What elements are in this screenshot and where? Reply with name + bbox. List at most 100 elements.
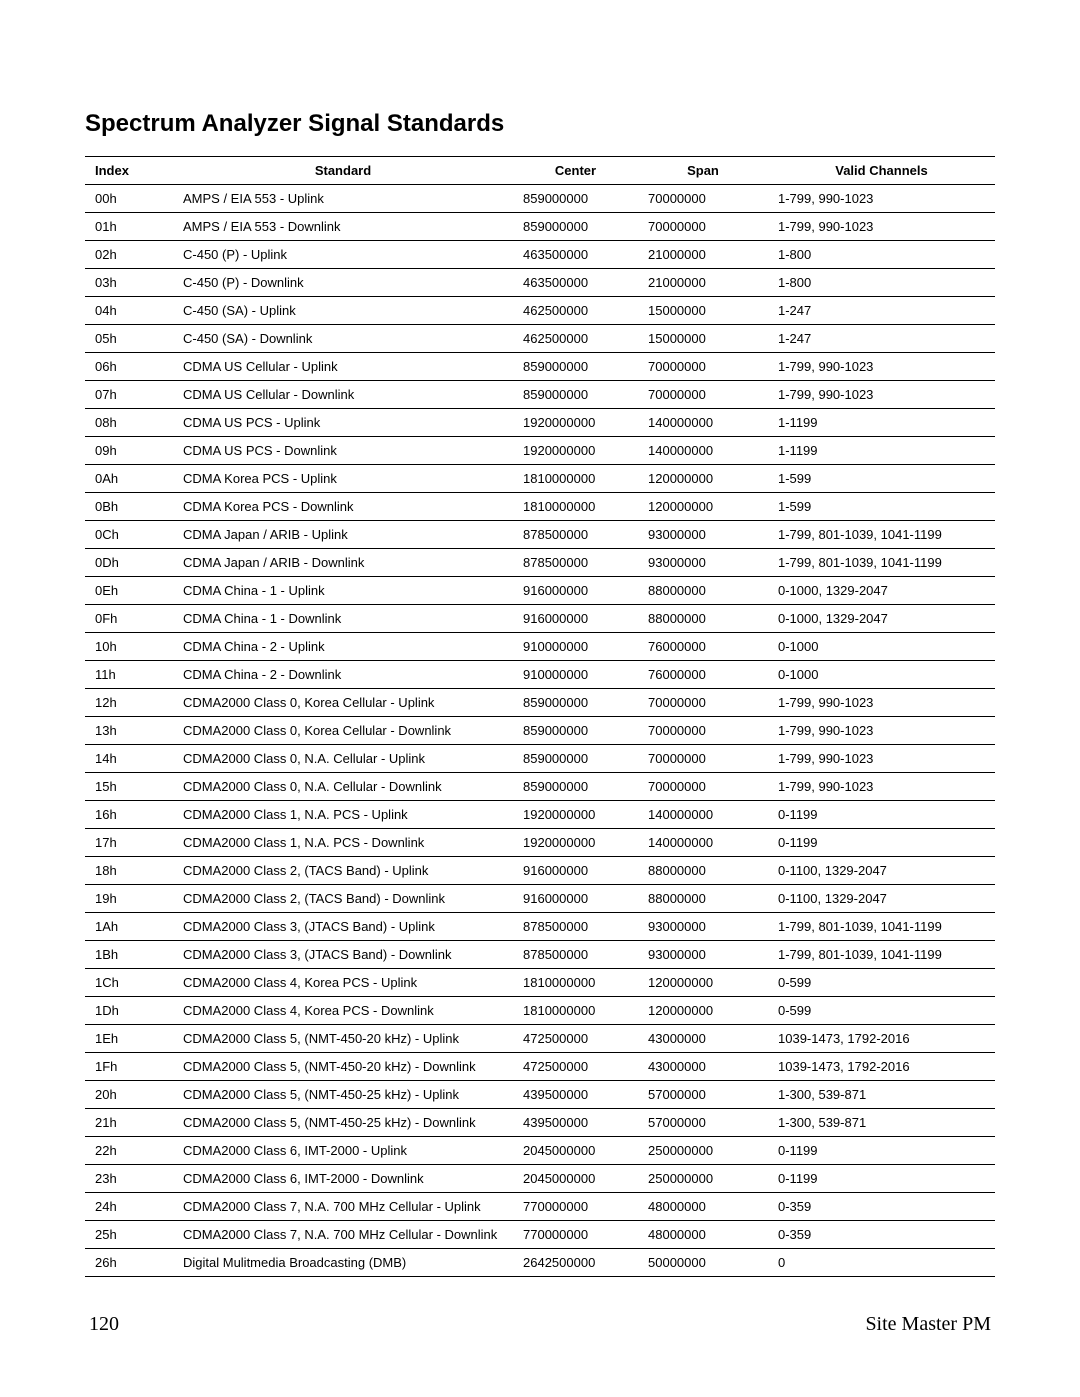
cell-valid-channels: 1039-1473, 1792-2016 <box>768 1025 995 1053</box>
cell-standard: CDMA2000 Class 4, Korea PCS - Uplink <box>173 969 513 997</box>
table-row: 1BhCDMA2000 Class 3, (JTACS Band) - Down… <box>85 941 995 969</box>
cell-index: 12h <box>85 689 173 717</box>
cell-standard: CDMA2000 Class 2, (TACS Band) - Uplink <box>173 857 513 885</box>
cell-span: 250000000 <box>638 1165 768 1193</box>
cell-index: 01h <box>85 213 173 241</box>
cell-standard: CDMA2000 Class 1, N.A. PCS - Uplink <box>173 801 513 829</box>
table-row: 0DhCDMA Japan / ARIB - Downlink878500000… <box>85 549 995 577</box>
cell-index: 05h <box>85 325 173 353</box>
cell-span: 70000000 <box>638 689 768 717</box>
cell-index: 1Eh <box>85 1025 173 1053</box>
cell-standard: CDMA2000 Class 5, (NMT-450-25 kHz) - Dow… <box>173 1109 513 1137</box>
cell-index: 0Fh <box>85 605 173 633</box>
cell-standard: CDMA2000 Class 3, (JTACS Band) - Uplink <box>173 913 513 941</box>
cell-span: 43000000 <box>638 1053 768 1081</box>
cell-center: 910000000 <box>513 661 638 689</box>
cell-index: 0Eh <box>85 577 173 605</box>
cell-index: 1Dh <box>85 997 173 1025</box>
cell-index: 03h <box>85 269 173 297</box>
cell-standard: CDMA2000 Class 7, N.A. 700 MHz Cellular … <box>173 1193 513 1221</box>
table-row: 1EhCDMA2000 Class 5, (NMT-450-20 kHz) - … <box>85 1025 995 1053</box>
cell-center: 1920000000 <box>513 829 638 857</box>
page-footer: 120 Site Master PM <box>85 1313 995 1336</box>
cell-center: 1810000000 <box>513 493 638 521</box>
cell-center: 770000000 <box>513 1221 638 1249</box>
cell-standard: CDMA US PCS - Downlink <box>173 437 513 465</box>
cell-span: 120000000 <box>638 493 768 521</box>
cell-valid-channels: 0-359 <box>768 1221 995 1249</box>
table-row: 08hCDMA US PCS - Uplink19200000001400000… <box>85 409 995 437</box>
table-row: 0EhCDMA China - 1 - Uplink91600000088000… <box>85 577 995 605</box>
cell-index: 13h <box>85 717 173 745</box>
cell-index: 21h <box>85 1109 173 1137</box>
cell-valid-channels: 0-1199 <box>768 1137 995 1165</box>
cell-index: 10h <box>85 633 173 661</box>
cell-valid-channels: 1-800 <box>768 269 995 297</box>
cell-standard: CDMA US Cellular - Downlink <box>173 381 513 409</box>
table-row: 0FhCDMA China - 1 - Downlink916000000880… <box>85 605 995 633</box>
cell-span: 57000000 <box>638 1109 768 1137</box>
cell-index: 24h <box>85 1193 173 1221</box>
cell-center: 916000000 <box>513 577 638 605</box>
cell-standard: C-450 (P) - Downlink <box>173 269 513 297</box>
cell-standard: C-450 (SA) - Downlink <box>173 325 513 353</box>
cell-valid-channels: 0-1100, 1329-2047 <box>768 885 995 913</box>
cell-span: 88000000 <box>638 857 768 885</box>
cell-standard: CDMA2000 Class 1, N.A. PCS - Downlink <box>173 829 513 857</box>
table-row: 13hCDMA2000 Class 0, Korea Cellular - Do… <box>85 717 995 745</box>
table-row: 18hCDMA2000 Class 2, (TACS Band) - Uplin… <box>85 857 995 885</box>
cell-standard: CDMA US Cellular - Uplink <box>173 353 513 381</box>
cell-valid-channels: 1-800 <box>768 241 995 269</box>
cell-span: 93000000 <box>638 941 768 969</box>
cell-standard: CDMA2000 Class 5, (NMT-450-25 kHz) - Upl… <box>173 1081 513 1109</box>
cell-span: 140000000 <box>638 437 768 465</box>
cell-standard: CDMA China - 2 - Downlink <box>173 661 513 689</box>
table-row: 07hCDMA US Cellular - Downlink8590000007… <box>85 381 995 409</box>
cell-center: 910000000 <box>513 633 638 661</box>
header-standard: Standard <box>173 157 513 185</box>
header-index: Index <box>85 157 173 185</box>
cell-span: 88000000 <box>638 577 768 605</box>
cell-span: 88000000 <box>638 885 768 913</box>
cell-standard: CDMA2000 Class 3, (JTACS Band) - Downlin… <box>173 941 513 969</box>
cell-center: 463500000 <box>513 241 638 269</box>
cell-center: 2045000000 <box>513 1165 638 1193</box>
cell-index: 1Fh <box>85 1053 173 1081</box>
cell-center: 1920000000 <box>513 437 638 465</box>
table-row: 03hC-450 (P) - Downlink46350000021000000… <box>85 269 995 297</box>
cell-valid-channels: 0-1199 <box>768 829 995 857</box>
cell-index: 1Ah <box>85 913 173 941</box>
cell-center: 859000000 <box>513 717 638 745</box>
cell-standard: CDMA Korea PCS - Uplink <box>173 465 513 493</box>
cell-center: 439500000 <box>513 1081 638 1109</box>
cell-valid-channels: 1-799, 990-1023 <box>768 353 995 381</box>
table-row: 24hCDMA2000 Class 7, N.A. 700 MHz Cellul… <box>85 1193 995 1221</box>
cell-center: 859000000 <box>513 745 638 773</box>
cell-standard: CDMA China - 1 - Downlink <box>173 605 513 633</box>
cell-index: 1Ch <box>85 969 173 997</box>
cell-span: 250000000 <box>638 1137 768 1165</box>
cell-span: 120000000 <box>638 969 768 997</box>
cell-span: 93000000 <box>638 913 768 941</box>
cell-index: 22h <box>85 1137 173 1165</box>
cell-standard: Digital Mulitmedia Broadcasting (DMB) <box>173 1249 513 1277</box>
cell-span: 93000000 <box>638 549 768 577</box>
cell-standard: AMPS / EIA 553 - Uplink <box>173 185 513 213</box>
cell-center: 878500000 <box>513 549 638 577</box>
cell-center: 859000000 <box>513 353 638 381</box>
cell-index: 14h <box>85 745 173 773</box>
table-row: 04hC-450 (SA) - Uplink462500000150000001… <box>85 297 995 325</box>
cell-center: 462500000 <box>513 325 638 353</box>
cell-center: 859000000 <box>513 773 638 801</box>
cell-valid-channels: 1-247 <box>768 297 995 325</box>
cell-valid-channels: 0 <box>768 1249 995 1277</box>
table-row: 22hCDMA2000 Class 6, IMT-2000 - Uplink20… <box>85 1137 995 1165</box>
cell-valid-channels: 1039-1473, 1792-2016 <box>768 1053 995 1081</box>
cell-center: 439500000 <box>513 1109 638 1137</box>
cell-center: 1810000000 <box>513 465 638 493</box>
cell-center: 2045000000 <box>513 1137 638 1165</box>
cell-index: 11h <box>85 661 173 689</box>
table-row: 16hCDMA2000 Class 1, N.A. PCS - Uplink19… <box>85 801 995 829</box>
cell-standard: CDMA Korea PCS - Downlink <box>173 493 513 521</box>
table-row: 20hCDMA2000 Class 5, (NMT-450-25 kHz) - … <box>85 1081 995 1109</box>
